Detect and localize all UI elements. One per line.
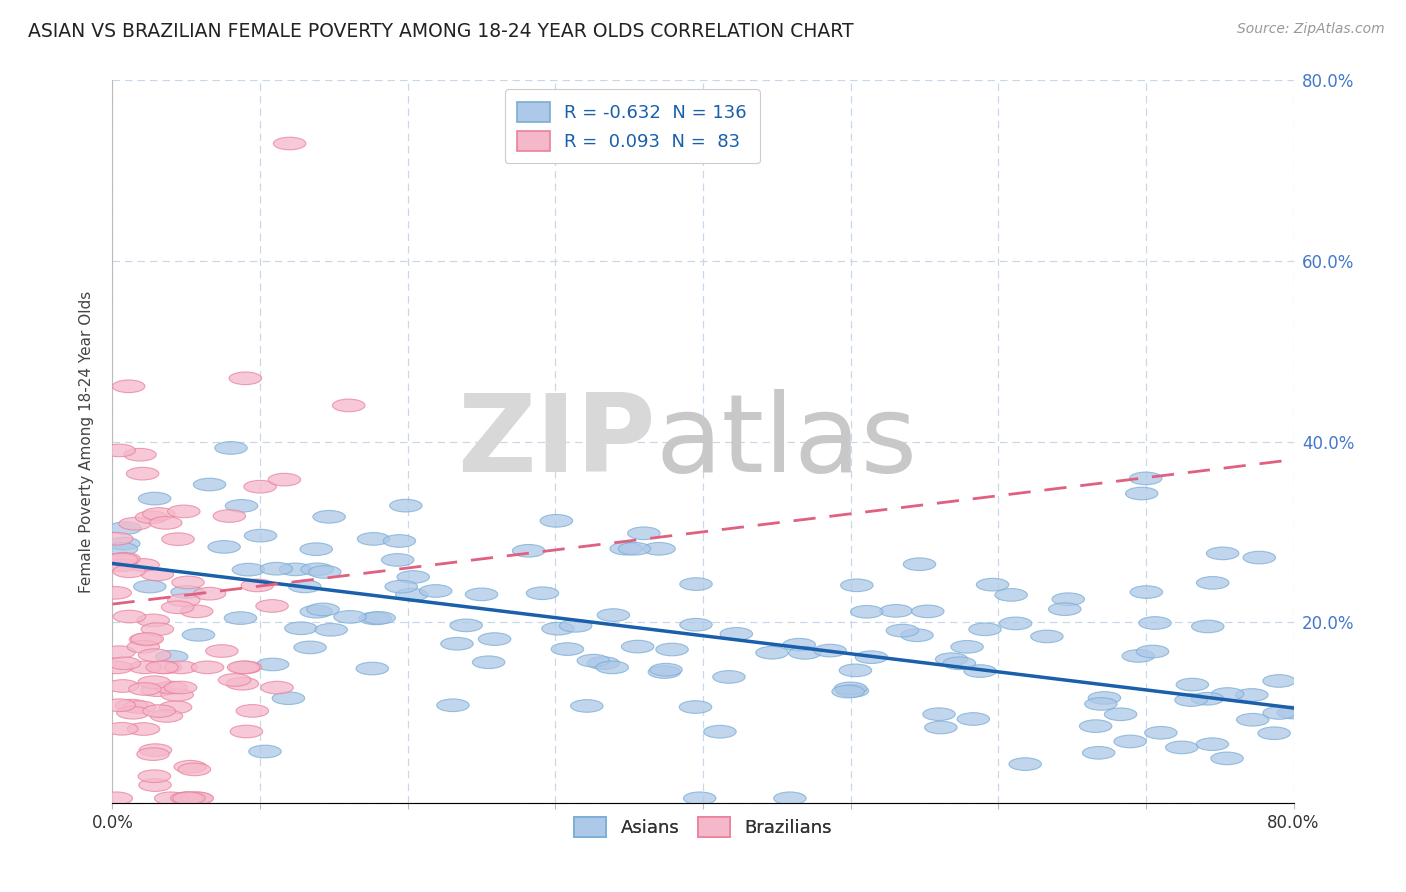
Text: atlas: atlas bbox=[655, 389, 918, 494]
Text: Source: ZipAtlas.com: Source: ZipAtlas.com bbox=[1237, 22, 1385, 37]
Text: ASIAN VS BRAZILIAN FEMALE POVERTY AMONG 18-24 YEAR OLDS CORRELATION CHART: ASIAN VS BRAZILIAN FEMALE POVERTY AMONG … bbox=[28, 22, 853, 41]
Text: ZIP: ZIP bbox=[457, 389, 655, 494]
Legend: Asians, Brazilians: Asians, Brazilians bbox=[567, 810, 839, 845]
Y-axis label: Female Poverty Among 18-24 Year Olds: Female Poverty Among 18-24 Year Olds bbox=[79, 291, 94, 592]
